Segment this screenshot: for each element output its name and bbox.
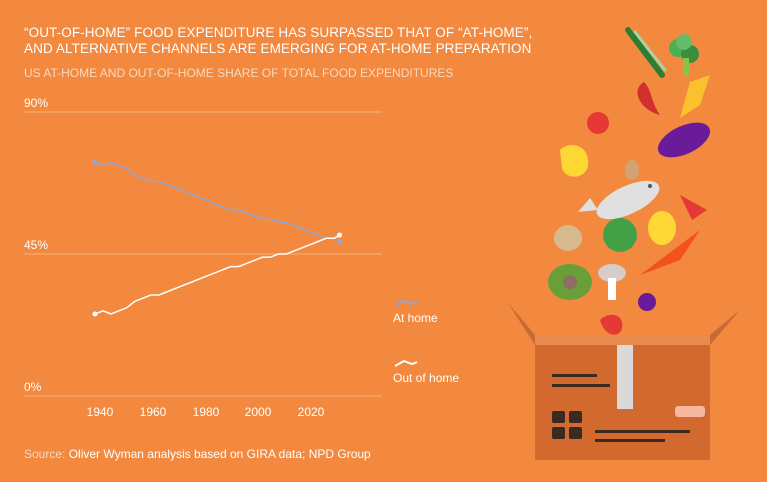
source-label: Source: [24, 447, 66, 461]
series-endpoint-out-of-home-end [337, 232, 343, 238]
yellow-pepper-icon [560, 145, 589, 177]
series-layer [92, 159, 343, 317]
y-tick-label-90: 90% [24, 96, 49, 110]
series-line-out-of-home [94, 234, 340, 315]
box-label-line-4 [595, 439, 665, 442]
x-tick-label-1960: 1960 [139, 405, 167, 419]
legend-out-of-home-line [394, 359, 418, 367]
series-endpoint-at-home-end [337, 238, 343, 244]
chart-title-line-1: “OUT-OF-HOME” FOOD EXPENDITURE HAS SURPA… [24, 25, 533, 40]
onion-icon [554, 225, 582, 251]
legend-at-home-marker [394, 298, 418, 307]
x-tick-label-1940: 1940 [86, 405, 114, 419]
chart-title: “OUT-OF-HOME” FOOD EXPENDITURE HAS SURPA… [24, 25, 584, 57]
box-flap-left [508, 303, 535, 345]
green-apple-icon [603, 218, 637, 252]
lemon-icon [648, 211, 676, 245]
watermelon-icon [680, 195, 707, 220]
chart-subtitle: US AT-HOME AND OUT-OF-HOME SHARE OF TOTA… [24, 66, 454, 80]
series-line-at-home [94, 161, 340, 243]
food-box-illustration [508, 27, 740, 460]
x-tick-label-2000: 2000 [244, 405, 272, 419]
tomato-icon [587, 112, 609, 134]
corn-icon [680, 75, 710, 118]
eggplant-icon [657, 122, 711, 158]
nut-icon [625, 160, 639, 180]
chart-title-line-2: AND ALTERNATIVE CHANNELS ARE EMERGING FO… [24, 41, 532, 56]
source-note: Source: Oliver Wyman analysis based on G… [24, 447, 371, 461]
box-sticker [675, 406, 705, 417]
y-tick-label-45: 45% [24, 238, 49, 252]
legend-at-home-line [394, 298, 418, 307]
green-onion-icon [625, 27, 667, 78]
box-label-line-3 [595, 430, 690, 433]
series-endpoint-at-home-start [92, 159, 98, 165]
legend-out-of-home-marker [394, 359, 418, 367]
box-label-line-2 [552, 384, 610, 387]
strawberry-icon [600, 314, 623, 335]
gridlines [24, 111, 382, 397]
legend-at-home-label: At home [393, 311, 438, 325]
box-tape [617, 345, 633, 409]
beet-icon [638, 293, 656, 311]
mushroom-icon [598, 264, 626, 300]
box-flap-right [710, 310, 740, 345]
carrot-icon [640, 230, 700, 275]
barcode-squares [552, 411, 582, 439]
fish-icon [578, 180, 660, 220]
broccoli-icon [669, 34, 699, 76]
x-tick-label-2020: 2020 [297, 405, 325, 419]
legend-out-of-home-label: Out of home [393, 371, 460, 385]
chili-pepper-icon [637, 82, 660, 115]
source-text: Oliver Wyman analysis based on GIRA data… [68, 447, 371, 461]
box-label-line-1 [552, 374, 597, 377]
y-tick-label-0: 0% [24, 380, 42, 394]
x-tick-label-1980: 1980 [192, 405, 220, 419]
series-endpoint-out-of-home-start [92, 311, 98, 317]
